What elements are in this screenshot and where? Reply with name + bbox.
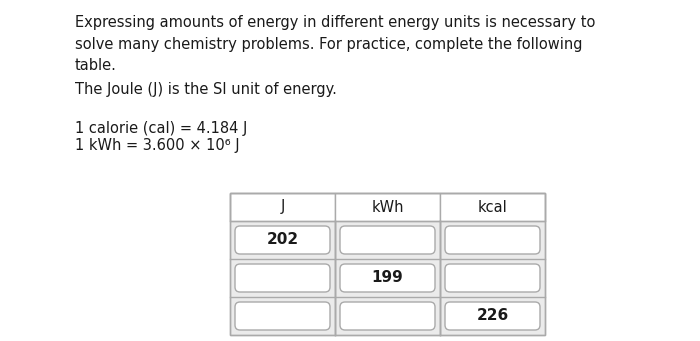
FancyBboxPatch shape — [340, 226, 435, 254]
FancyBboxPatch shape — [235, 226, 330, 254]
Bar — [230, 259, 335, 297]
Bar — [230, 193, 335, 221]
FancyBboxPatch shape — [445, 302, 540, 330]
FancyBboxPatch shape — [235, 264, 330, 292]
FancyBboxPatch shape — [340, 264, 435, 292]
Bar — [440, 221, 545, 259]
Text: 199: 199 — [372, 270, 403, 285]
Bar — [230, 193, 545, 335]
Bar — [335, 297, 440, 335]
Text: The Joule (J) is the SI unit of energy.: The Joule (J) is the SI unit of energy. — [75, 82, 337, 97]
Text: 1 calorie (cal) = 4.184 J: 1 calorie (cal) = 4.184 J — [75, 121, 247, 136]
FancyBboxPatch shape — [445, 264, 540, 292]
Bar — [440, 259, 545, 297]
Bar — [230, 221, 335, 259]
Text: kcal: kcal — [477, 199, 508, 214]
Text: 226: 226 — [477, 309, 509, 324]
Bar — [440, 297, 545, 335]
FancyBboxPatch shape — [445, 226, 540, 254]
Text: J: J — [280, 199, 285, 214]
Bar — [335, 221, 440, 259]
Text: Expressing amounts of energy in different energy units is necessary to
solve man: Expressing amounts of energy in differen… — [75, 15, 596, 73]
Bar — [230, 297, 335, 335]
Text: 202: 202 — [267, 233, 299, 248]
FancyBboxPatch shape — [340, 302, 435, 330]
Text: kWh: kWh — [371, 199, 404, 214]
Bar — [335, 193, 440, 221]
Bar — [440, 193, 545, 221]
FancyBboxPatch shape — [235, 302, 330, 330]
Text: 1 kWh = 3.600 × 10⁶ J: 1 kWh = 3.600 × 10⁶ J — [75, 138, 239, 153]
Bar — [335, 259, 440, 297]
Bar — [230, 193, 545, 335]
